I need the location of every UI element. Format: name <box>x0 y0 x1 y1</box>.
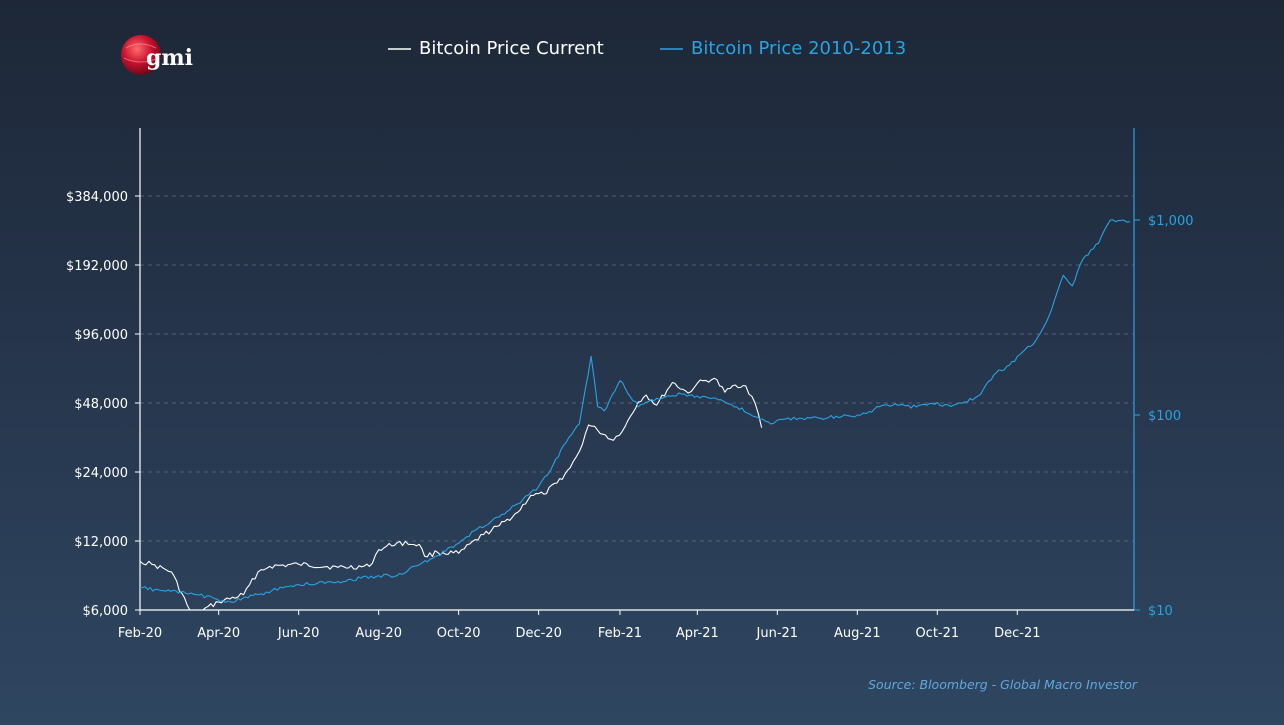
x-tick-label: Aug-21 <box>834 626 881 641</box>
logo-text: gmi <box>146 45 193 71</box>
series-line-current <box>139 377 763 611</box>
gmi-logo: gmi <box>121 35 193 75</box>
series-lines <box>139 219 1131 611</box>
left-tick-label: $6,000 <box>83 604 129 619</box>
left-tick-label: $24,000 <box>74 466 128 481</box>
x-tick-label: Apr-21 <box>676 626 719 641</box>
x-tick-label: Oct-21 <box>915 626 959 641</box>
left-tick-label: $48,000 <box>74 397 128 412</box>
x-tick-label: Jun-20 <box>277 626 320 641</box>
right-tick-label: $100 <box>1148 409 1181 424</box>
legend-label-current: Bitcoin Price Current <box>419 38 604 59</box>
right-tick-label: $10 <box>1148 604 1173 619</box>
legend: Bitcoin Price Current Bitcoin Price 2010… <box>388 38 906 59</box>
right-tick-label: $1,000 <box>1148 214 1194 229</box>
x-tick-label: Jun-21 <box>756 626 799 641</box>
left-tick-label: $96,000 <box>74 328 128 343</box>
tick-labels: $6,000 $12,000 $24,000 $48,000 $96,000 $192,0… <box>66 190 1194 641</box>
series-line-historical <box>139 219 1131 604</box>
x-tick-label: Dec-20 <box>515 626 561 641</box>
x-tick-label: Oct-20 <box>437 626 481 641</box>
left-tick-label: $384,000 <box>66 190 128 205</box>
legend-label-historical: Bitcoin Price 2010-2013 <box>691 38 906 59</box>
x-tick-label: Apr-20 <box>197 626 240 641</box>
globe-icon <box>121 35 161 75</box>
x-tick-label: Dec-21 <box>994 626 1040 641</box>
x-tick-label: Aug-20 <box>355 626 402 641</box>
source-note: Source: Bloomberg - Global Macro Investo… <box>868 677 1138 692</box>
x-tick-label: Feb-21 <box>598 626 642 641</box>
left-tick-label: $192,000 <box>66 259 128 274</box>
gridlines <box>140 195 1134 542</box>
left-tick-label: $12,000 <box>74 535 128 550</box>
x-tick-label: Feb-20 <box>118 626 162 641</box>
axes <box>135 128 1140 615</box>
